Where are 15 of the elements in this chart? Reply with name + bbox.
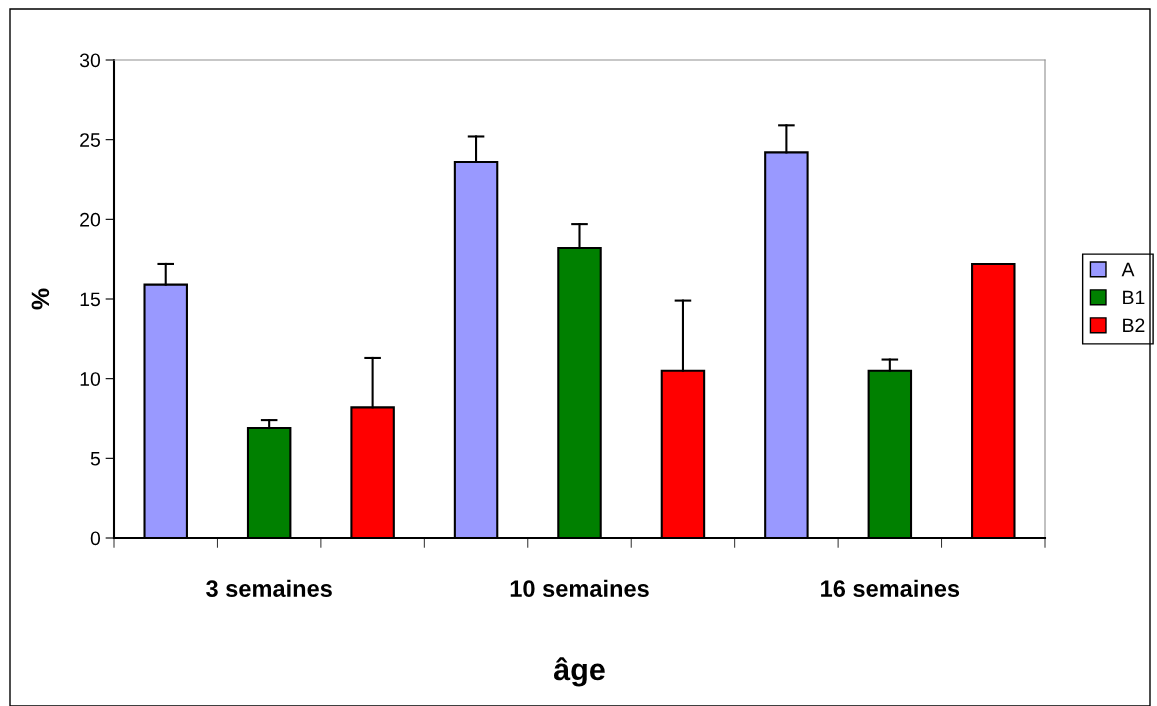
x-tick-label: 10 semaines — [510, 579, 649, 598]
y-axis-title: % — [31, 288, 50, 310]
x-tick-label: 3 semaines — [206, 579, 332, 598]
y-tick-label: 10 — [80, 372, 101, 386]
y-tick-label: 5 — [90, 452, 100, 466]
y-tick-label: 30 — [79, 53, 101, 68]
y-tick-label: 25 — [80, 133, 100, 147]
y-tick-label: 15 — [80, 292, 100, 307]
x-tick-label: 16 semaines — [821, 579, 960, 598]
y-tick-label: 20 — [80, 212, 101, 227]
legend-label: B1 — [1123, 290, 1145, 305]
legend-label: A — [1121, 262, 1135, 277]
legend-label: B2 — [1123, 318, 1145, 333]
x-axis-title: âge — [553, 657, 605, 687]
y-tick-label: 0 — [90, 531, 101, 546]
